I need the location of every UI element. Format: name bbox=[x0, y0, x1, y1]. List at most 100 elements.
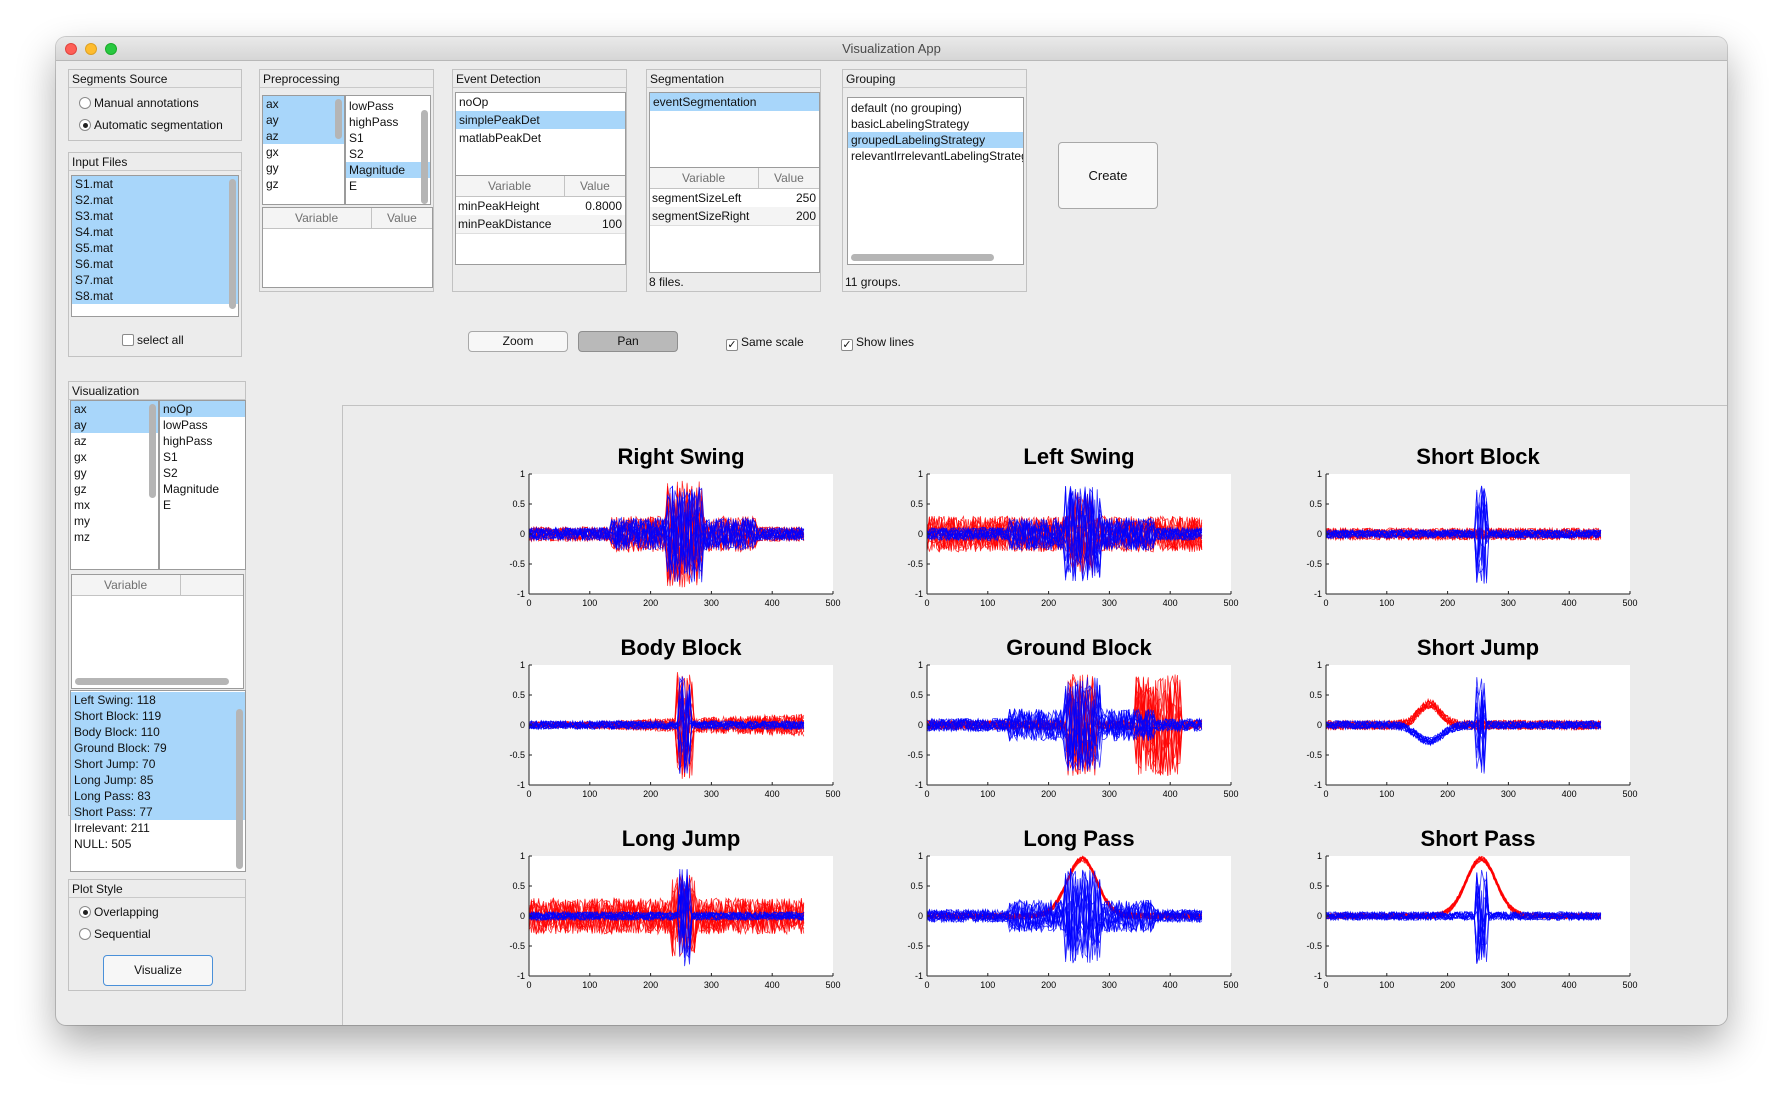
file-list-item[interactable]: S8.mat bbox=[72, 288, 238, 304]
input-files-list[interactable]: S1.mat S2.mat S3.mat S4.mat S5.mat S6.mat S7.m… bbox=[71, 175, 239, 317]
signal-list-item[interactable]: gx bbox=[266, 145, 279, 159]
preprocessing-algorithms-list[interactable]: lowPass highPass S1 S2 Magnitude E bbox=[345, 95, 431, 205]
files-scrollbar[interactable] bbox=[229, 179, 236, 309]
same-scale-checkbox[interactable]: ✓ Same scale bbox=[726, 333, 804, 351]
chart-right-swing[interactable]: Right Swing 0 100 200 300 400 500 1 0.5 0 -0.5 -1 bbox=[509, 444, 840, 608]
classes-scrollbar[interactable] bbox=[236, 709, 243, 869]
show-lines-checkbox[interactable]: ✓ Show lines bbox=[841, 333, 914, 351]
algorithm-list-item[interactable]: S1 bbox=[349, 131, 364, 145]
vis-params-scrollbar[interactable] bbox=[75, 678, 229, 685]
segmentation-params-table[interactable]: Variable Value segmentSizeLeft 250 segme… bbox=[649, 167, 820, 273]
file-list-item[interactable]: S3.mat bbox=[72, 208, 238, 224]
grouping-horizontal-scrollbar[interactable] bbox=[851, 254, 994, 261]
class-list-item[interactable]: Long Jump: 85 bbox=[71, 772, 245, 788]
vis-algorithm-item[interactable]: S2 bbox=[163, 466, 178, 480]
param-value[interactable]: 100 bbox=[601, 217, 622, 231]
vis-signal-item[interactable]: mz bbox=[74, 530, 90, 544]
vis-signals-scrollbar[interactable] bbox=[149, 404, 156, 498]
algorithms-scrollbar[interactable] bbox=[421, 110, 428, 204]
class-list-item[interactable]: Short Block: 119 bbox=[71, 708, 245, 724]
radio-sequential[interactable]: Sequential bbox=[79, 925, 151, 943]
vis-signal-item[interactable]: gx bbox=[74, 450, 87, 464]
signals-scrollbar[interactable] bbox=[335, 99, 342, 139]
event-detection-params-table[interactable]: Variable Value minPeakHeight 0.8000 minP… bbox=[455, 175, 626, 265]
vis-signal-item[interactable]: my bbox=[74, 514, 90, 528]
chart-body-block[interactable]: Body Block 0 100 200 300 400 500 1 0.5 0 -0.5 -1 bbox=[509, 635, 840, 799]
vis-algorithm-item[interactable]: E bbox=[163, 498, 172, 512]
algorithm-list-item[interactable]: E bbox=[349, 179, 358, 193]
vis-signal-item[interactable]: az bbox=[74, 434, 87, 448]
chart-long-pass[interactable]: Long Pass 0 100 200 300 400 500 1 0.5 0 -0.5 -1 bbox=[907, 826, 1238, 990]
param-value[interactable]: 0.8000 bbox=[585, 199, 622, 213]
vis-algorithm-item[interactable]: noOp bbox=[160, 401, 245, 417]
class-list-item[interactable]: Short Jump: 70 bbox=[71, 756, 245, 772]
class-list-item[interactable]: Left Swing: 118 bbox=[71, 692, 245, 708]
pan-button[interactable]: Pan bbox=[578, 331, 678, 352]
vis-signal-item[interactable]: gz bbox=[74, 482, 87, 496]
grouping-strategies-list[interactable]: default (no grouping) basicLabelingStrate… bbox=[847, 97, 1024, 265]
chart-short-jump[interactable]: Short Jump 0 100 200 300 400 500 1 0.5 0 -0.5 -1 bbox=[1306, 635, 1637, 799]
signal-list-item[interactable]: az bbox=[263, 128, 344, 144]
table-row[interactable]: minPeakHeight 0.8000 bbox=[456, 197, 625, 216]
class-list-item[interactable]: Body Block: 110 bbox=[71, 724, 245, 740]
table-row[interactable]: segmentSizeLeft 250 bbox=[650, 189, 819, 208]
chart-ground-block[interactable]: Ground Block 0 100 200 300 400 500 1 0.5 0 -0.5 -1 bbox=[907, 635, 1238, 799]
class-list-item[interactable]: Long Pass: 83 bbox=[71, 788, 245, 804]
visualization-params-table[interactable]: Variable bbox=[71, 574, 244, 689]
class-list-item[interactable]: Irrelevant: 211 bbox=[74, 821, 150, 835]
plots-area[interactable]: Right Swing 0 100 200 300 400 500 1 0.5 0 -0.5 -1 Le… bbox=[342, 405, 1727, 1025]
file-list-item[interactable]: S4.mat bbox=[72, 224, 238, 240]
vis-signal-item[interactable]: gy bbox=[74, 466, 87, 480]
chart-short-pass[interactable]: Short Pass 0 100 200 300 400 500 1 0.5 0 -0.5 -1 bbox=[1306, 826, 1637, 990]
vis-signal-item[interactable]: mx bbox=[74, 498, 90, 512]
class-list-item[interactable]: Short Pass: 77 bbox=[71, 804, 245, 820]
vis-algorithm-item[interactable]: lowPass bbox=[163, 418, 208, 432]
minimize-window-button[interactable] bbox=[85, 43, 97, 55]
event-algorithm-item[interactable]: noOp bbox=[459, 95, 489, 109]
class-list-item[interactable]: NULL: 505 bbox=[74, 837, 132, 851]
preprocessing-params-table[interactable]: Variable Value bbox=[262, 207, 433, 288]
algorithm-list-item[interactable]: S2 bbox=[349, 147, 364, 161]
visualization-signals-list[interactable]: ax ay az gx gy gz mx my mz bbox=[70, 400, 159, 570]
vis-signal-item[interactable]: ax bbox=[71, 401, 158, 417]
visualization-algorithms-list[interactable]: noOp lowPass highPass S1 S2 Magnitude E bbox=[159, 400, 246, 570]
signal-list-item[interactable]: gy bbox=[266, 161, 279, 175]
grouping-strategy-item[interactable]: relevantIrrelevantLabelingStrategy bbox=[851, 149, 1023, 163]
radio-manual-annotations[interactable]: Manual annotations bbox=[79, 94, 199, 112]
vis-algorithm-item[interactable]: S1 bbox=[163, 450, 178, 464]
radio-automatic-segmentation[interactable]: Automatic segmentation bbox=[79, 116, 223, 134]
file-list-item[interactable]: S6.mat bbox=[72, 256, 238, 272]
grouping-strategy-item[interactable]: default (no grouping) bbox=[851, 101, 962, 115]
visualize-button[interactable]: Visualize bbox=[103, 955, 213, 986]
table-row[interactable]: segmentSizeRight 200 bbox=[650, 207, 819, 226]
visualization-classes-list[interactable]: Left Swing: 118 Short Block: 119 Body Bloc… bbox=[70, 690, 246, 872]
grouping-strategy-item[interactable]: basicLabelingStrategy bbox=[851, 117, 970, 131]
vis-signal-item[interactable]: ay bbox=[71, 417, 158, 433]
class-list-item[interactable]: Ground Block: 79 bbox=[71, 740, 245, 756]
param-value[interactable]: 200 bbox=[795, 209, 816, 223]
close-window-button[interactable] bbox=[65, 43, 77, 55]
table-row[interactable]: minPeakDistance 100 bbox=[456, 215, 625, 234]
algorithm-list-item[interactable]: highPass bbox=[349, 115, 399, 129]
create-button[interactable]: Create bbox=[1058, 142, 1158, 209]
chart-short-block[interactable]: Short Block 0 100 200 300 400 500 1 0.5 0 -0.5 -1 bbox=[1306, 444, 1637, 608]
chart-long-jump[interactable]: Long Jump 0 100 200 300 400 500 1 0.5 0 -0.5 -1 bbox=[509, 826, 840, 990]
event-detection-list[interactable]: noOp simplePeakDet matlabPeakDet bbox=[455, 92, 626, 176]
file-list-item[interactable]: S7.mat bbox=[72, 272, 238, 288]
segmentation-algorithm-item[interactable]: eventSegmentation bbox=[650, 93, 819, 111]
file-list-item[interactable]: S1.mat bbox=[72, 176, 238, 192]
algorithm-list-item[interactable]: lowPass bbox=[349, 99, 394, 113]
param-value[interactable]: 250 bbox=[795, 191, 816, 205]
zoom-window-button[interactable] bbox=[105, 43, 117, 55]
vis-algorithm-item[interactable]: highPass bbox=[163, 434, 213, 448]
zoom-button[interactable]: Zoom bbox=[468, 331, 568, 352]
file-list-item[interactable]: S2.mat bbox=[72, 192, 238, 208]
select-all-checkbox[interactable]: select all bbox=[122, 331, 184, 349]
event-algorithm-item[interactable]: matlabPeakDet bbox=[459, 131, 542, 145]
signal-list-item[interactable]: ay bbox=[263, 112, 344, 128]
signal-list-item[interactable]: ax bbox=[263, 96, 344, 112]
chart-left-swing[interactable]: Left Swing 0 100 200 300 400 500 1 0.5 0 -0.5 -1 bbox=[907, 444, 1238, 608]
file-list-item[interactable]: S5.mat bbox=[72, 240, 238, 256]
radio-overlapping[interactable]: Overlapping bbox=[79, 903, 159, 921]
